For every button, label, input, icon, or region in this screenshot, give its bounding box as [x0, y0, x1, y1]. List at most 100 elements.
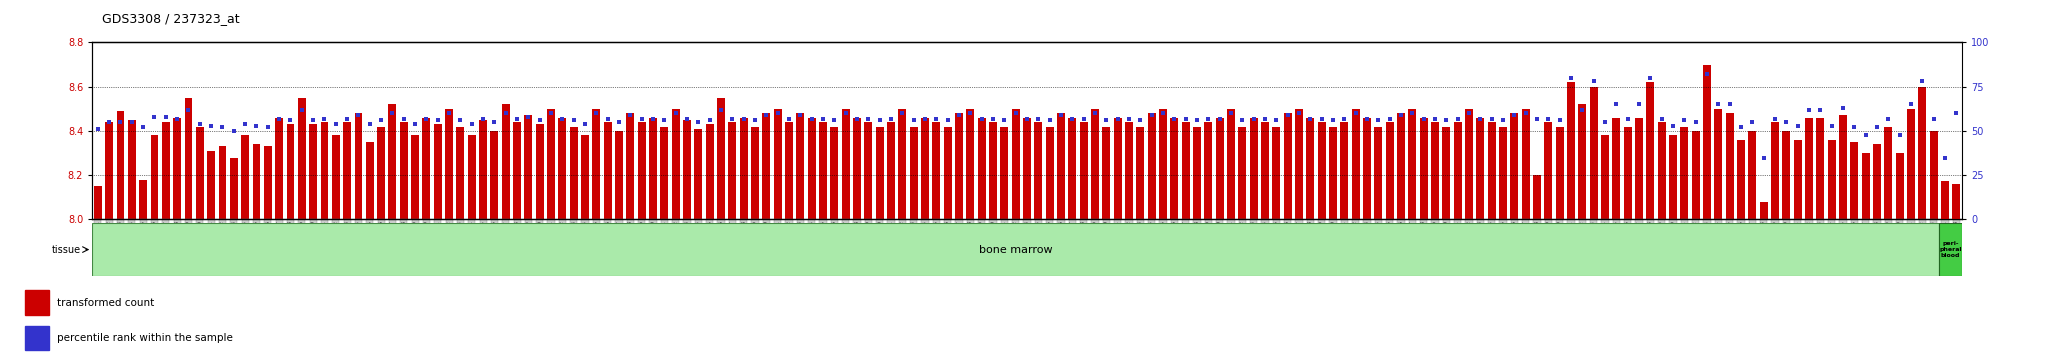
- Bar: [1397, 113, 1405, 219]
- Point: [399, 121, 432, 127]
- Bar: [1804, 118, 1812, 219]
- Point: [694, 118, 727, 123]
- Bar: [954, 113, 963, 219]
- Point: [1034, 118, 1067, 123]
- Point: [852, 116, 885, 121]
- Bar: [207, 151, 215, 219]
- Bar: [1634, 118, 1642, 219]
- Bar: [229, 158, 238, 219]
- Point: [1327, 116, 1360, 121]
- Point: [1792, 107, 1825, 113]
- Bar: [1589, 87, 1597, 219]
- Point: [1827, 105, 1860, 111]
- Point: [1214, 110, 1247, 116]
- Bar: [1194, 127, 1200, 219]
- Point: [137, 114, 170, 120]
- Bar: [162, 122, 170, 219]
- Bar: [399, 122, 408, 219]
- Bar: [344, 122, 350, 219]
- Point: [909, 116, 942, 121]
- Point: [477, 119, 510, 125]
- Bar: [412, 135, 420, 219]
- Point: [1442, 116, 1475, 121]
- Point: [252, 125, 285, 130]
- Bar: [127, 120, 135, 219]
- Point: [1135, 112, 1167, 118]
- Bar: [1669, 135, 1677, 219]
- Point: [342, 112, 375, 118]
- Point: [1657, 123, 1690, 129]
- Point: [784, 112, 817, 118]
- Bar: [1929, 131, 1937, 219]
- Bar: [1069, 118, 1077, 219]
- Point: [817, 118, 850, 123]
- Text: bone marrow: bone marrow: [979, 245, 1053, 255]
- Bar: [1012, 109, 1020, 219]
- Point: [1452, 110, 1485, 116]
- Bar: [1579, 104, 1587, 219]
- Point: [1917, 116, 1950, 121]
- Bar: [1034, 122, 1042, 219]
- Point: [330, 116, 365, 121]
- Point: [1294, 116, 1327, 121]
- Point: [467, 116, 500, 121]
- Point: [840, 116, 872, 121]
- Bar: [1782, 131, 1790, 219]
- Point: [954, 110, 987, 116]
- Point: [1497, 112, 1530, 118]
- Point: [705, 107, 737, 113]
- Bar: [25, 290, 49, 315]
- Bar: [1047, 127, 1055, 219]
- Point: [1475, 116, 1507, 121]
- Point: [1067, 116, 1100, 121]
- Point: [727, 116, 760, 121]
- Point: [1759, 116, 1792, 121]
- Bar: [1477, 118, 1485, 219]
- Bar: [762, 113, 770, 219]
- Point: [1192, 116, 1225, 121]
- Bar: [684, 120, 690, 219]
- Point: [762, 110, 795, 116]
- Bar: [1464, 109, 1473, 219]
- Bar: [1159, 109, 1167, 219]
- Bar: [614, 131, 623, 219]
- Point: [160, 116, 193, 121]
- Bar: [582, 135, 590, 219]
- Point: [184, 121, 217, 127]
- Point: [580, 110, 612, 116]
- Bar: [1499, 127, 1507, 219]
- Bar: [1249, 118, 1257, 219]
- Point: [377, 110, 410, 116]
- Point: [365, 118, 397, 123]
- Point: [977, 116, 1010, 121]
- Point: [1010, 116, 1042, 121]
- Text: tissue: tissue: [51, 245, 80, 255]
- Point: [999, 110, 1032, 116]
- Bar: [877, 127, 885, 219]
- Point: [647, 118, 680, 123]
- Bar: [1567, 82, 1575, 219]
- Bar: [1057, 113, 1065, 219]
- Bar: [1454, 122, 1462, 219]
- Point: [1645, 116, 1677, 121]
- Point: [82, 126, 115, 132]
- Bar: [1544, 122, 1552, 219]
- Point: [602, 119, 635, 125]
- Point: [297, 118, 330, 123]
- Point: [1384, 112, 1417, 118]
- Point: [829, 110, 862, 116]
- Bar: [1182, 122, 1190, 219]
- Bar: [909, 127, 918, 219]
- Point: [1362, 118, 1395, 123]
- Bar: [274, 118, 283, 219]
- Bar: [1704, 65, 1710, 219]
- Bar: [332, 135, 340, 219]
- Bar: [1329, 127, 1337, 219]
- Bar: [977, 118, 985, 219]
- Bar: [627, 113, 635, 219]
- Point: [387, 116, 420, 121]
- Bar: [1114, 118, 1122, 219]
- Point: [1419, 116, 1452, 121]
- Bar: [1556, 127, 1565, 219]
- Bar: [1217, 118, 1225, 219]
